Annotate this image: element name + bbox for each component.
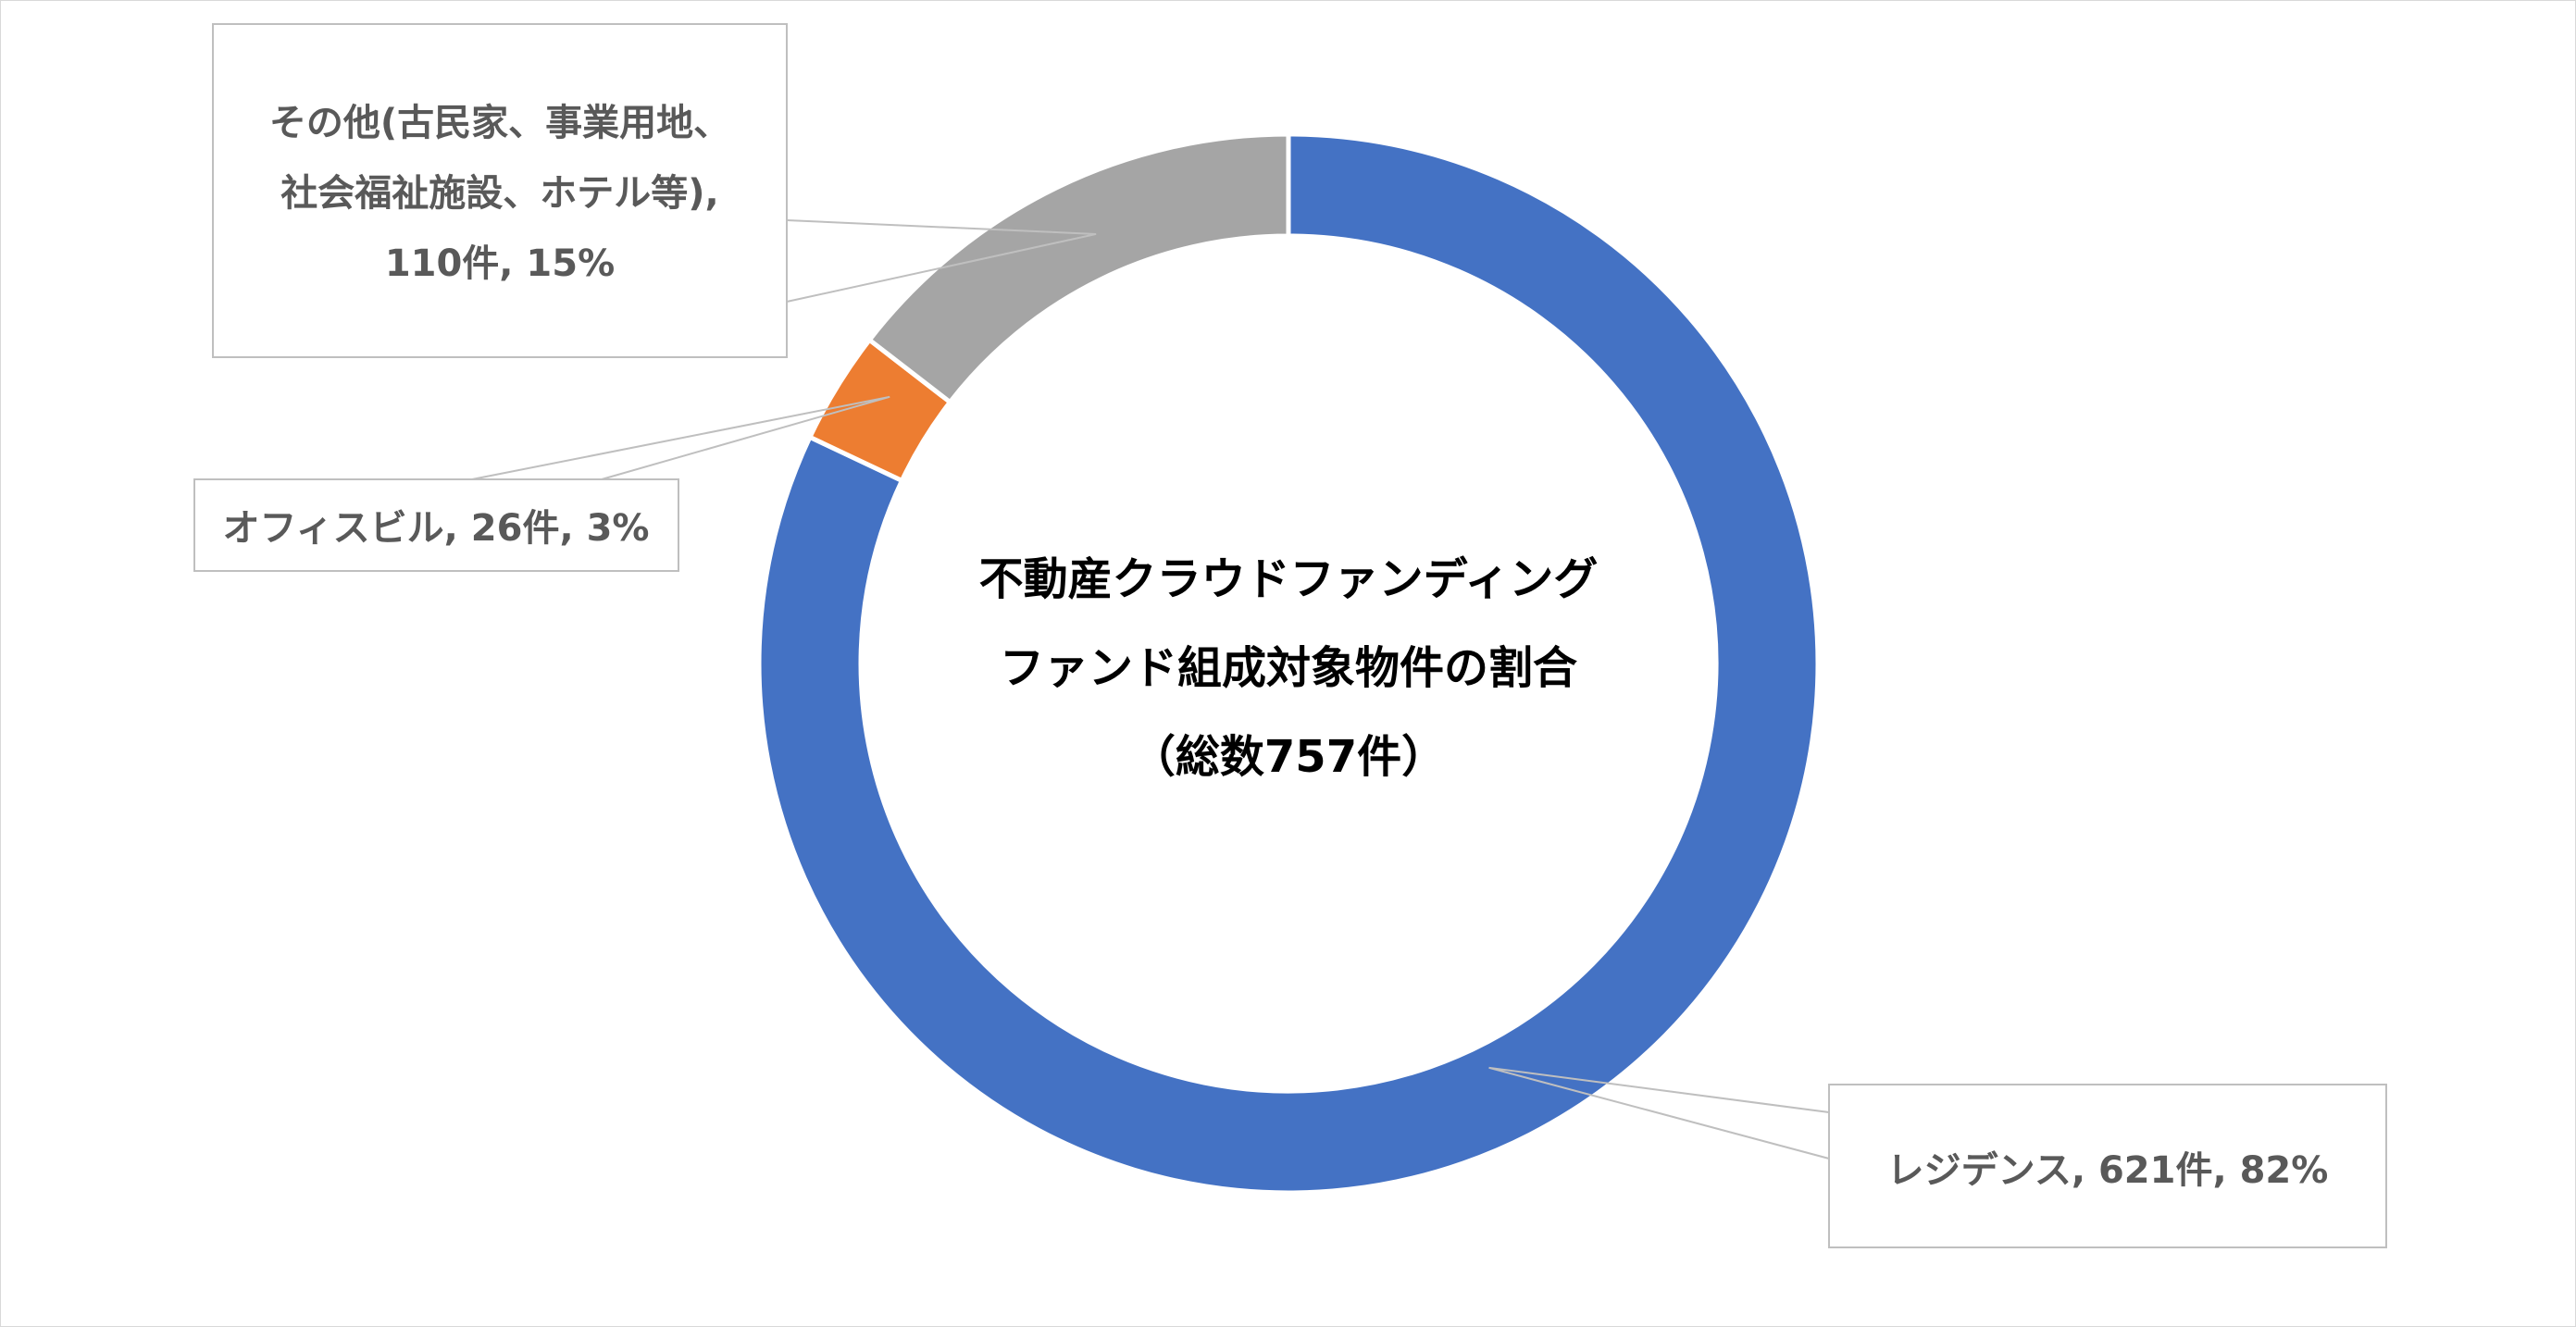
- donut-slices: [756, 131, 1821, 1196]
- data-label-other-line-3: 110件, 15%: [385, 242, 615, 285]
- callout-box-office-building: [193, 478, 679, 572]
- leader-line-office-building: [471, 395, 890, 480]
- slice-residence: [756, 131, 1821, 1196]
- leader-lines: [471, 219, 1830, 1160]
- chart-title: 不動産クラウドファンディング ファンド組成対象物件の割合 （総数757件）: [979, 553, 1599, 783]
- callout-box-other: [212, 23, 788, 358]
- chart-title-line-3: （総数757件）: [1131, 731, 1446, 783]
- data-label-callouts: レジデンス, 621件, 82% オフィスビル, 26件, 3% その他(古民家、事…: [193, 23, 2387, 1248]
- chart-title-line-2: ファンド組成対象物件の割合: [1000, 642, 1577, 694]
- slice-other: [865, 131, 1291, 406]
- data-label-residence-line-1: レジデンス, 621件, 82%: [1887, 1149, 2329, 1192]
- callout-box-residence: [1828, 1084, 2387, 1248]
- data-label-office-building-line-1: オフィスビル, 26件, 3%: [222, 507, 649, 550]
- data-label-other-line-2: 社会福祉施設、ホテル等),: [280, 172, 718, 215]
- data-label-other-line-1: その他(古民家、事業用地、: [269, 102, 730, 144]
- leader-line-other: [786, 219, 1097, 303]
- leader-line-residence: [1488, 1066, 1830, 1160]
- chart-title-line-1: 不動産クラウドファンディング: [979, 553, 1599, 605]
